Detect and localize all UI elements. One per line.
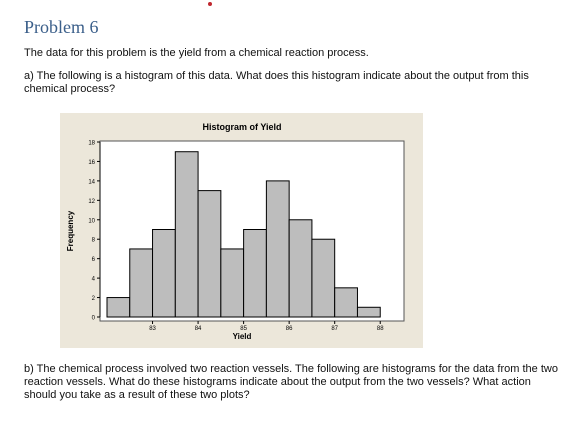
chart-title: Histogram of Yield [202, 122, 281, 132]
histogram-bar [220, 248, 245, 318]
y-tick-label: 2 [92, 296, 96, 302]
histogram-bar [152, 229, 176, 318]
y-tick-label: 14 [88, 179, 95, 185]
y-tick-label: 6 [92, 257, 96, 263]
intro-paragraph: The data for this problem is the yield f… [24, 47, 369, 59]
x-tick-label: 88 [377, 326, 384, 332]
x-tick-label: 84 [195, 326, 202, 332]
histogram-bar [265, 180, 290, 318]
histogram-bar [243, 229, 267, 318]
histogram-bar [129, 248, 154, 318]
y-tick-label: 8 [92, 238, 96, 244]
histogram-bar [311, 238, 336, 318]
y-tick-label: 18 [88, 141, 95, 147]
problem-heading: Problem 6 [24, 17, 99, 37]
histogram-bar [288, 219, 313, 318]
question-a: a) The following is a histogram of this … [24, 70, 529, 95]
red-dot-mark [208, 2, 212, 6]
y-tick-label: 10 [88, 218, 95, 224]
y-tick-label: 12 [88, 199, 95, 205]
x-tick-label: 87 [331, 326, 338, 332]
histogram-bar [197, 190, 222, 318]
y-axis-label: Frequency [66, 210, 75, 251]
x-tick-label: 85 [240, 326, 247, 332]
y-tick-label: 16 [88, 160, 95, 166]
x-tick-label: 83 [149, 326, 156, 332]
x-axis-label: Yield [233, 332, 252, 341]
histogram-bar [334, 287, 358, 318]
y-tick-label: 4 [92, 277, 96, 283]
question-b: b) The chemical process involved two rea… [24, 363, 558, 401]
histogram-svg: Histogram of Yield Yield Frequency 0 2 4 6 8… [60, 113, 423, 348]
histogram-bar [356, 306, 381, 318]
y-tick-label: 0 [92, 316, 96, 322]
histogram-bar [106, 297, 131, 318]
x-tick-label: 86 [286, 326, 293, 332]
histogram-bar [174, 151, 199, 318]
histogram-chart: Histogram of Yield Yield Frequency 0 2 4 6 8… [60, 113, 423, 348]
